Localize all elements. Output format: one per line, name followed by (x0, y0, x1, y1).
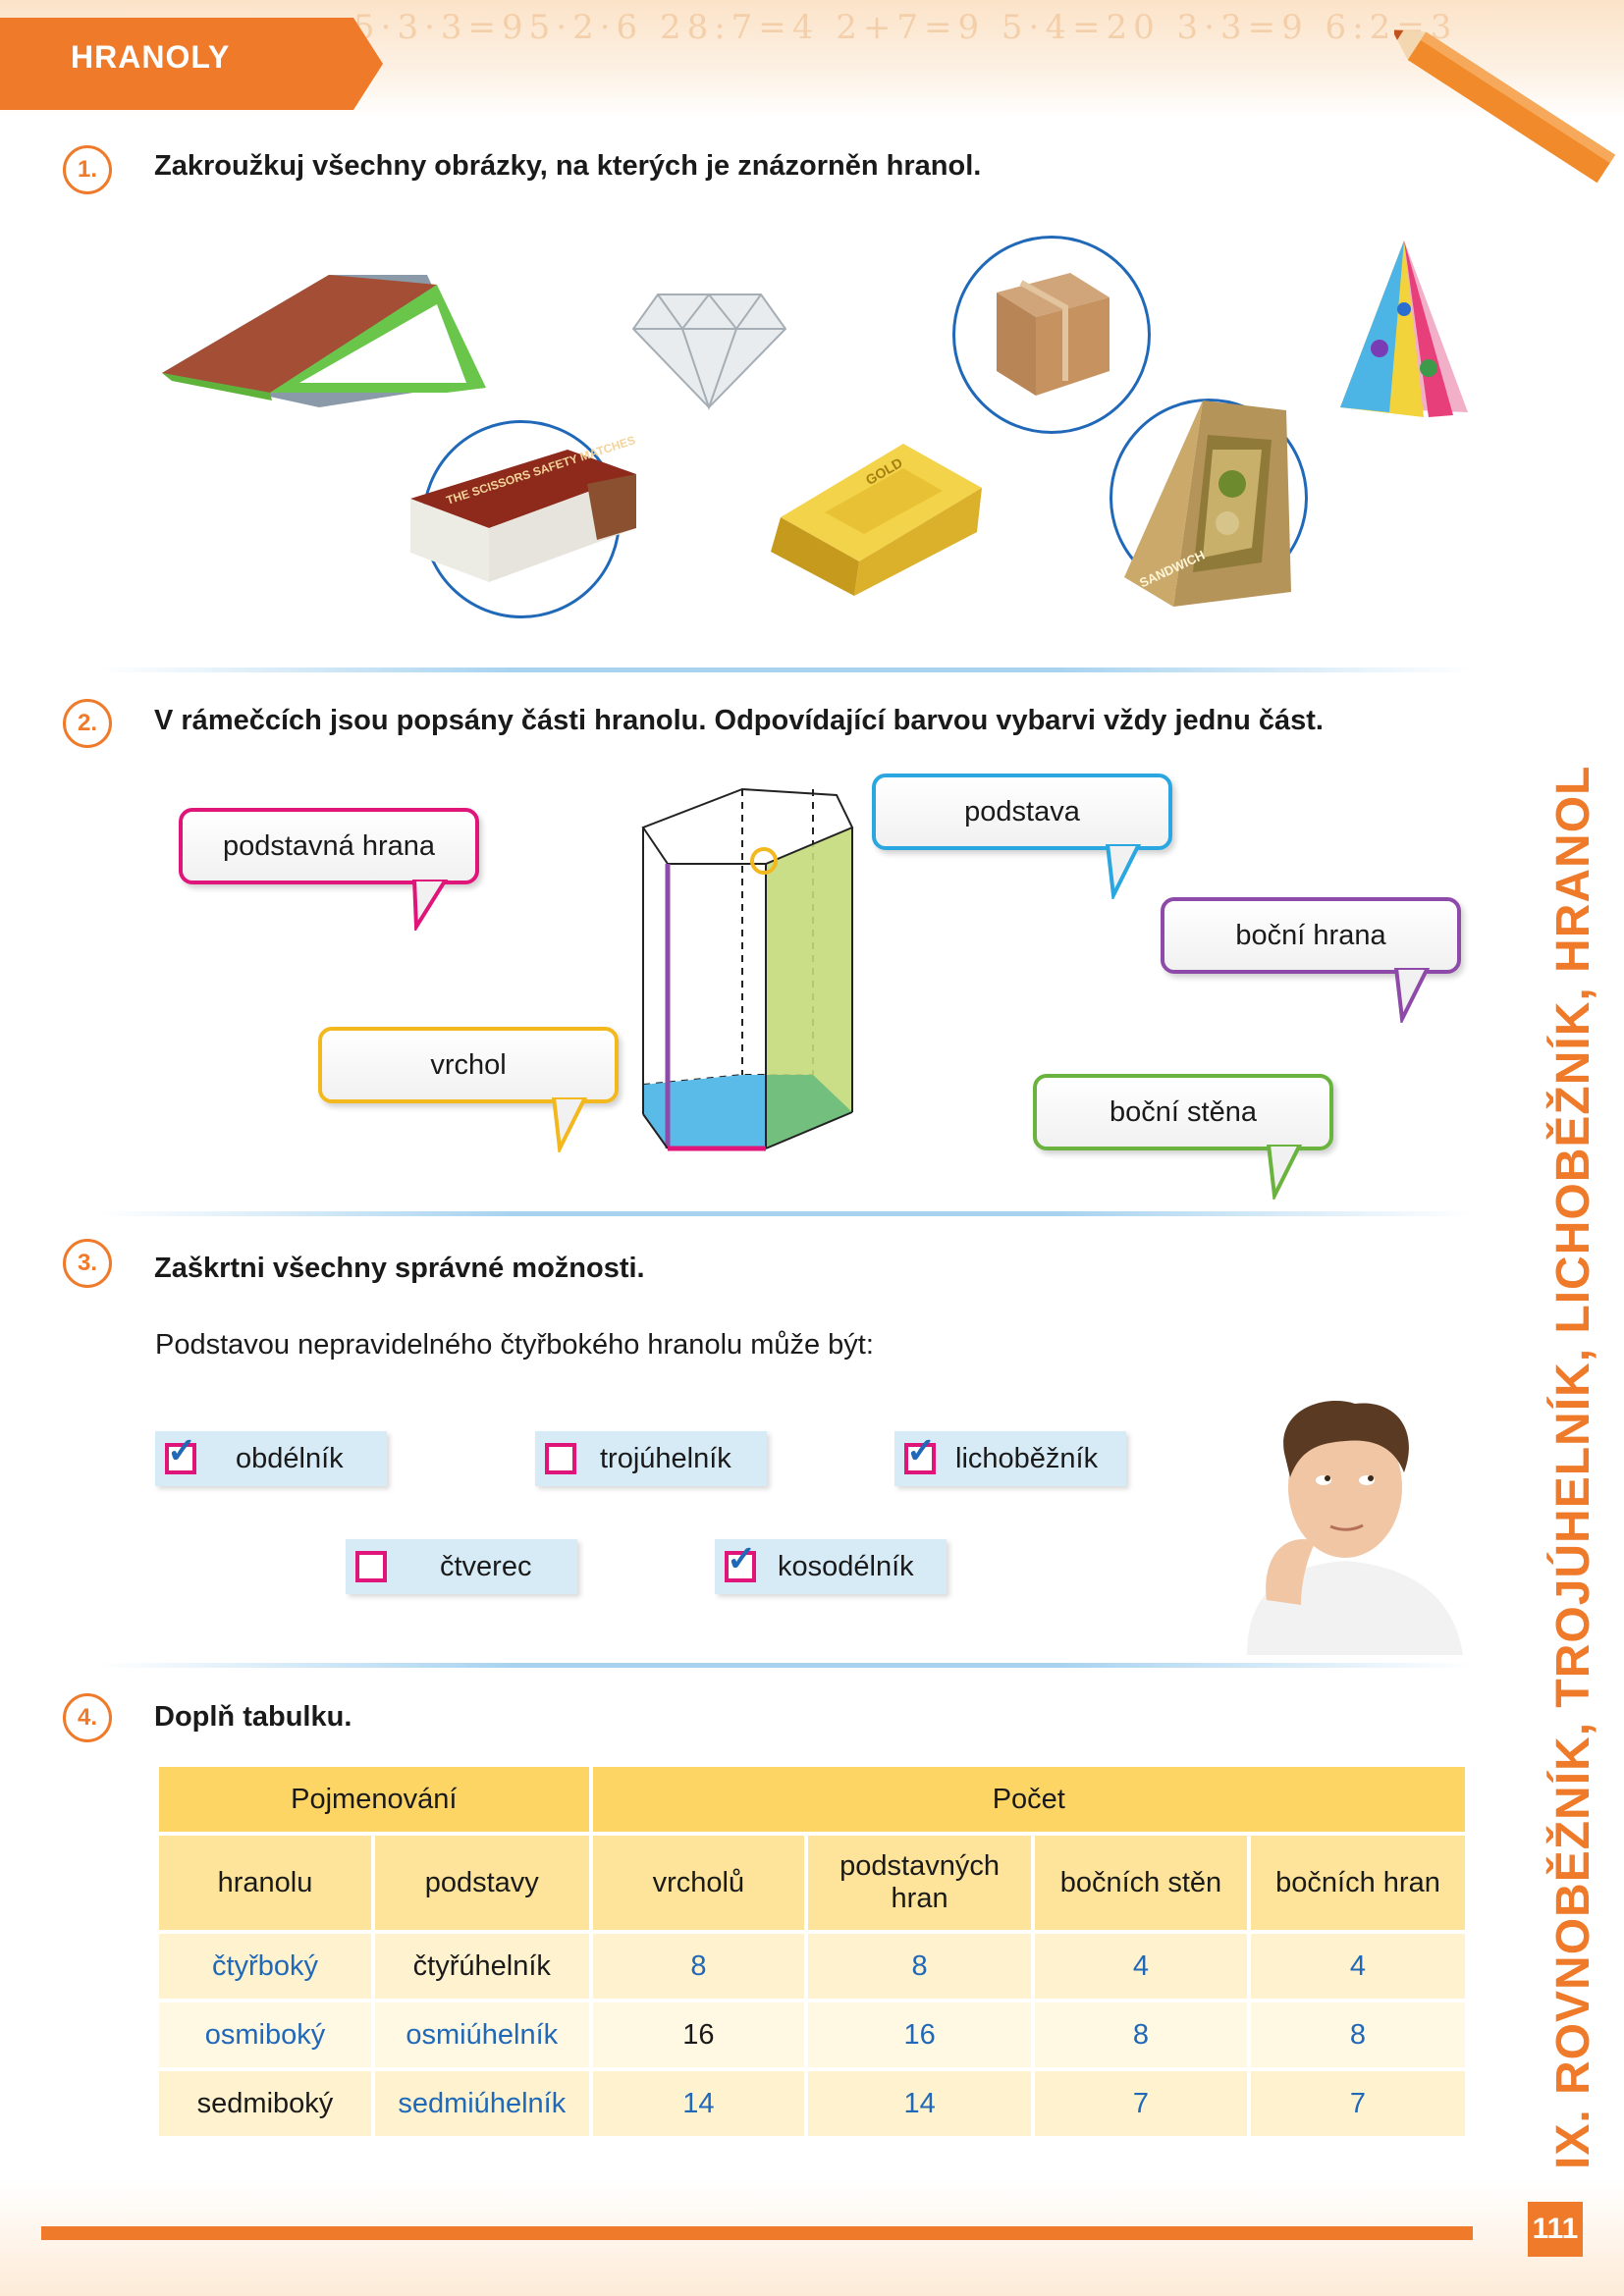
chapter-side-title: IX. ROVNOBĚŽNÍK, TROJÚHELNÍK, LICHOBĚŽNÍ… (1547, 765, 1599, 2169)
option-label: obdélník (236, 1443, 344, 1474)
option-trojuhelnik[interactable]: trojúhelník (535, 1431, 767, 1486)
thinking-boy-image (1247, 1401, 1463, 1655)
chapter-tab-label: HRANOLY (71, 39, 231, 75)
pencil-icon (1394, 29, 1616, 184)
table-cell: sedmiboký (155, 2067, 375, 2140)
sandwich-box-image[interactable] (1114, 391, 1311, 612)
option-lichobeznik[interactable]: ✓ lichoběžník (894, 1431, 1126, 1486)
table-cell: čtyřúhelník (370, 1930, 593, 2002)
column-header: podstavných hran (804, 1832, 1035, 1934)
table-cell[interactable]: sedmiúhelník (370, 2067, 593, 2140)
check-mark-icon: ✓ (727, 1538, 757, 1578)
matchbox-image[interactable] (401, 430, 646, 587)
table-row: čtyřboký čtyřúhelník 8 8 4 4 (155, 1930, 1470, 2002)
gold-bar-image[interactable] (766, 424, 992, 606)
party-hat-image[interactable] (1335, 231, 1473, 427)
task-number: 1. (63, 145, 112, 194)
table-cell[interactable]: 8 (804, 1930, 1035, 2002)
column-header: bočních hran (1246, 1832, 1470, 1934)
table-cell[interactable]: 4 (1030, 1930, 1251, 2002)
bubble-tail (411, 880, 449, 931)
option-ctverec[interactable]: čtverec (346, 1539, 577, 1594)
checkbox[interactable] (904, 1443, 936, 1474)
table-cell: 16 (588, 1999, 809, 2071)
section-divider (98, 1663, 1473, 1668)
label-vrchol: vrchol (318, 1027, 619, 1103)
section-divider (98, 1211, 1473, 1216)
table-cell[interactable]: 7 (1030, 2067, 1251, 2140)
table-cell[interactable]: 8 (1246, 1999, 1470, 2071)
task-title: Zaškrtni všechny správné možnosti. (154, 1253, 645, 1284)
task-title: Doplň tabulku. (154, 1701, 352, 1733)
column-header: podstavy (370, 1832, 593, 1934)
option-label: trojúhelník (600, 1443, 731, 1474)
bubble-tail (1393, 968, 1431, 1023)
cardboard-box-image[interactable] (987, 263, 1119, 400)
task-title: V rámečcích jsou popsány části hranolu. … (154, 705, 1324, 736)
task-title: Zakroužkuj všechny obrázky, na kterých j… (154, 150, 982, 182)
prism-table: Pojmenování Počet hranolu podstavy vrcho… (155, 1763, 1470, 2140)
prism-diagram (641, 787, 854, 1151)
table-cell[interactable]: 14 (804, 2067, 1035, 2140)
label-podstavna-hrana: podstavná hrana (179, 808, 479, 884)
table-cell[interactable]: 8 (1030, 1999, 1251, 2071)
table-row: sedmiboký sedmiúhelník 14 14 7 7 (155, 2067, 1470, 2140)
option-kosodelnik[interactable]: ✓ kosodélník (715, 1539, 947, 1594)
footer-bar (41, 2226, 1473, 2240)
task3-question: Podstavou nepravidelného čtyřbokého hran… (155, 1329, 874, 1361)
bubble-tail (1266, 1145, 1303, 1200)
table-cell[interactable]: osmiboký (155, 1999, 375, 2071)
checkbox[interactable] (355, 1551, 387, 1582)
option-obdelnik[interactable]: ✓ obdélník (155, 1431, 387, 1486)
label-bocni-stena: boční stěna (1033, 1074, 1333, 1150)
section-divider (98, 667, 1473, 672)
check-mark-icon: ✓ (167, 1430, 197, 1470)
table-cell[interactable]: osmiúhelník (370, 1999, 593, 2071)
table-cell[interactable]: čtyřboký (155, 1930, 375, 2002)
option-label: čtverec (440, 1551, 532, 1582)
label-podstava: podstava (872, 774, 1172, 850)
table-cell[interactable]: 4 (1246, 1930, 1470, 2002)
table-row: osmiboký osmiúhelník 16 16 8 8 (155, 1999, 1470, 2071)
task-number: 4. (63, 1693, 112, 1742)
group-header: Pojmenování (155, 1763, 593, 1836)
label-bocni-hrana: boční hrana (1161, 897, 1461, 974)
table-cell[interactable]: 7 (1246, 2067, 1470, 2140)
bubble-tail (551, 1097, 588, 1152)
option-label: lichoběžník (955, 1443, 1099, 1474)
table-cell[interactable]: 8 (588, 1930, 809, 2002)
chapter-tab (0, 18, 383, 110)
roof-image[interactable] (152, 265, 506, 412)
checkbox[interactable] (545, 1443, 576, 1474)
column-header: hranolu (155, 1832, 375, 1934)
table-cell[interactable]: 14 (588, 2067, 809, 2140)
header-doodle: 5·3·3=95·2·6 28:7=4 2+7=9 5·4=20 3·3=9 6… (353, 8, 1458, 47)
checkbox[interactable] (165, 1443, 196, 1474)
group-header: Počet (588, 1763, 1470, 1836)
task-number: 2. (63, 699, 112, 748)
column-header: vrcholů (588, 1832, 809, 1934)
check-mark-icon: ✓ (906, 1430, 937, 1470)
column-header: bočních stěn (1030, 1832, 1251, 1934)
table-cell[interactable]: 16 (804, 1999, 1035, 2071)
bubble-tail (1105, 844, 1142, 899)
option-label: kosodélník (778, 1551, 914, 1582)
diamond-image[interactable] (628, 285, 790, 412)
selection-circle (952, 236, 1151, 434)
page-number: 111 (1528, 2202, 1583, 2257)
checkbox[interactable] (725, 1551, 756, 1582)
task-number: 3. (63, 1239, 112, 1288)
